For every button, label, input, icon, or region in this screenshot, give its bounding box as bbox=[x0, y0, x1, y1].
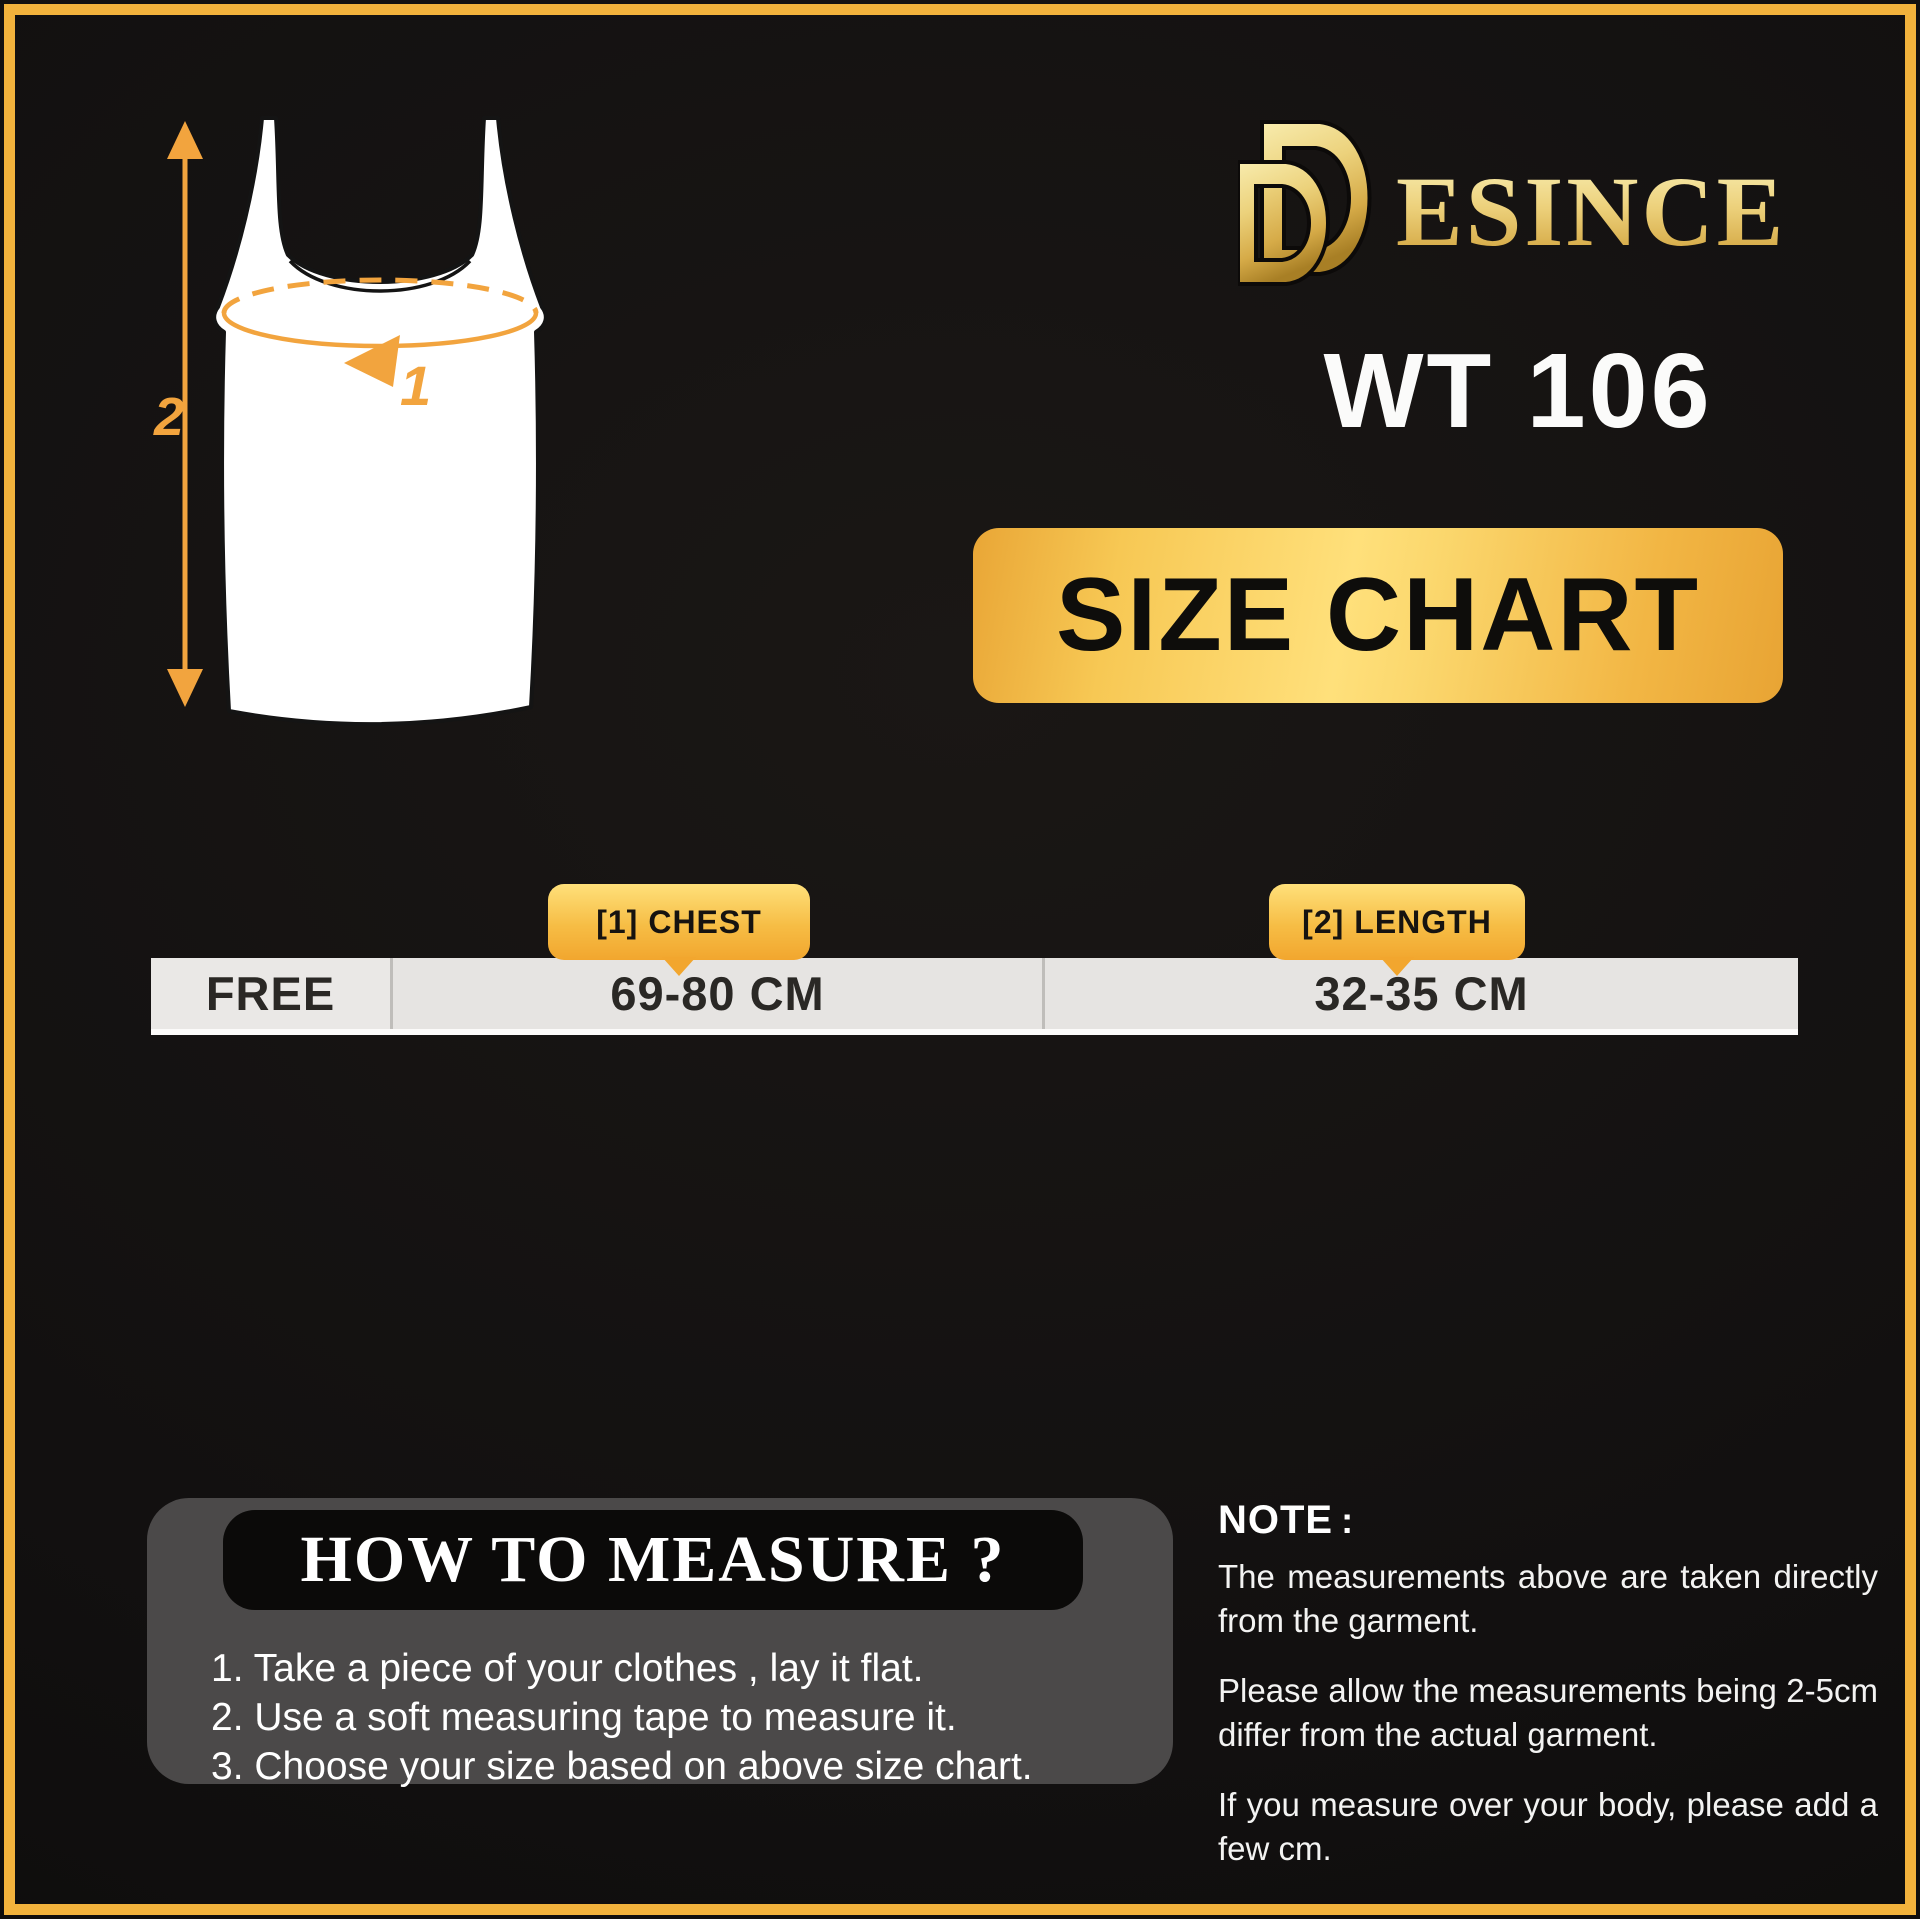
length-tag: [2] bbox=[1302, 903, 1345, 940]
chest-label: CHEST bbox=[648, 903, 762, 940]
how-to-measure-title-pill: HOW TO MEASURE ? bbox=[223, 1510, 1083, 1610]
note-title: NOTE : bbox=[1218, 1498, 1878, 1543]
measure-step-3: 3. Choose your size based on above size … bbox=[211, 1745, 1033, 1788]
garment-outline bbox=[212, 116, 548, 727]
size-chart-badge-label: SIZE CHART bbox=[1056, 557, 1700, 673]
how-to-measure-title: HOW TO MEASURE ? bbox=[300, 1523, 1006, 1596]
how-to-measure-steps: 1. Take a piece of your clothes , lay it… bbox=[211, 1644, 1033, 1791]
size-chart-badge: SIZE CHART bbox=[973, 528, 1783, 703]
chest-ellipse-dashed bbox=[221, 277, 539, 314]
length-marker-label: 2 bbox=[153, 387, 184, 447]
note-paragraph-3: If you measure over your body, please ad… bbox=[1218, 1786, 1878, 1867]
measure-step-2: 2. Use a soft measuring tape to measure … bbox=[211, 1696, 957, 1739]
note-title-text: NOTE bbox=[1218, 1498, 1334, 1542]
measure-step-1: 1. Take a piece of your clothes , lay it… bbox=[211, 1647, 924, 1690]
size-value: FREE bbox=[151, 958, 390, 1029]
column-header-length: [2] LENGTH bbox=[1269, 884, 1525, 976]
neckline-trim bbox=[288, 259, 472, 293]
chest-tab-pointer bbox=[662, 957, 696, 976]
chest-value: 69-80 CM bbox=[390, 958, 1042, 1029]
note-paragraph-1: The measurements above are taken directl… bbox=[1218, 1558, 1878, 1639]
brand-wordmark: ESINCE bbox=[1396, 154, 1786, 275]
length-arrowhead-up bbox=[167, 121, 203, 159]
chest-arrowhead bbox=[344, 335, 400, 387]
table-row: FREE 69-80 CM 32-35 CM bbox=[151, 958, 1798, 1035]
chest-marker-label: 1 bbox=[400, 354, 431, 417]
length-tab-pointer bbox=[1380, 957, 1414, 976]
note-paragraph-2: Please allow the measurements being 2-5c… bbox=[1218, 1672, 1878, 1753]
size-table: [1] CHEST [2] LENGTH FREE 69-80 CM 32-35… bbox=[151, 884, 1798, 1044]
length-arrowhead-down bbox=[167, 669, 203, 707]
product-code: WT 106 bbox=[1323, 332, 1713, 450]
brand-logo: ESINCE bbox=[1238, 116, 1798, 312]
garment-diagram: 2 1 bbox=[153, 116, 548, 727]
brand-monogram-d-icon bbox=[1238, 120, 1372, 286]
column-header-chest: [1] CHEST bbox=[548, 884, 810, 976]
note-section: NOTE : The measurements above are taken … bbox=[1218, 1498, 1878, 1870]
chest-tag: [1] bbox=[596, 903, 639, 940]
length-value: 32-35 CM bbox=[1042, 958, 1798, 1029]
length-label: LENGTH bbox=[1354, 903, 1492, 940]
note-title-colon: : bbox=[1341, 1500, 1354, 1541]
how-to-measure-panel: HOW TO MEASURE ? 1. Take a piece of your… bbox=[147, 1498, 1173, 1788]
